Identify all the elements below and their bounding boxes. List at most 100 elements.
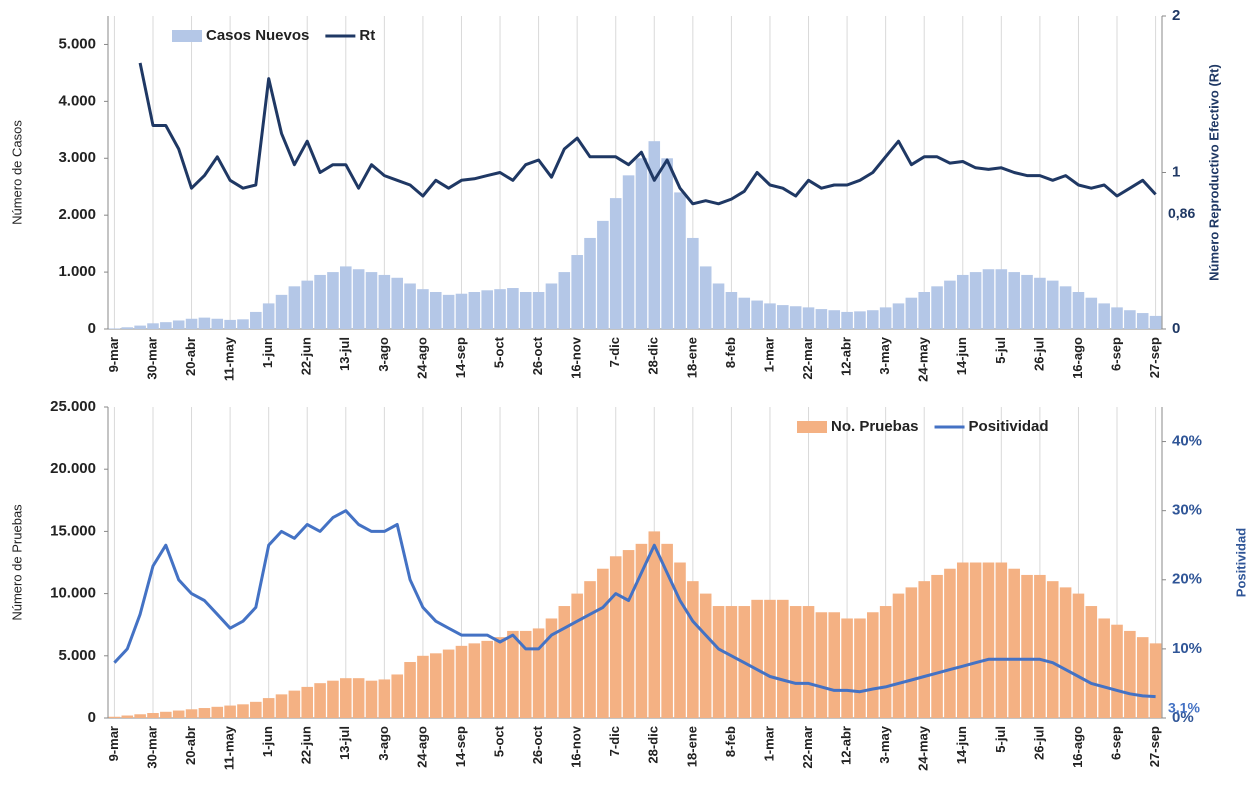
bar: [1149, 315, 1162, 329]
bar: [1072, 292, 1085, 329]
x-tick-label: 16-ago: [1070, 726, 1085, 768]
bar: [301, 280, 314, 329]
bar: [905, 587, 918, 718]
bar: [751, 300, 763, 329]
bar: [1085, 606, 1098, 718]
bar: [237, 704, 249, 718]
bar: [609, 556, 622, 718]
x-tick-label: 18-ene: [684, 337, 699, 378]
bar: [648, 531, 661, 718]
x-tick-label: 14-sep: [453, 726, 468, 767]
x-tick-label: 28-dic: [646, 726, 661, 764]
bar: [378, 679, 391, 718]
bar: [532, 628, 545, 718]
x-tick-label: 26-oct: [530, 336, 545, 375]
bar: [108, 716, 121, 718]
bar: [172, 320, 185, 329]
bar: [854, 618, 866, 718]
bar: [828, 612, 841, 718]
x-tick-label: 30-mar: [144, 726, 159, 769]
bar: [442, 649, 455, 718]
bar: [571, 593, 583, 718]
bar: [956, 274, 969, 329]
y2-axis-title: Positividad: [1233, 528, 1248, 597]
x-tick-label: 14-jun: [954, 726, 969, 764]
bar: [918, 581, 930, 718]
bar: [777, 599, 789, 718]
x-tick-label: 6-sep: [1108, 337, 1123, 371]
x-tick-label: 6-sep: [1108, 726, 1123, 760]
x-tick-label: 13-jul: [337, 726, 352, 760]
x-tick-label: 24-may: [916, 725, 931, 771]
x-tick-label: 22-mar: [800, 726, 815, 769]
bar: [211, 706, 224, 718]
x-tick-label: 26-jul: [1031, 726, 1046, 760]
bar: [134, 325, 146, 329]
bar: [301, 686, 314, 718]
bar: [1059, 286, 1072, 329]
bar: [288, 286, 301, 329]
bar: [931, 286, 943, 329]
line: [113, 509, 1156, 699]
y-tick-label: 5.000: [58, 35, 96, 52]
bar: [661, 543, 673, 718]
bar: [507, 630, 519, 718]
bar: [789, 606, 802, 718]
bar: [327, 680, 339, 718]
x-tick-label: 13-jul: [337, 337, 352, 371]
bar: [867, 310, 879, 329]
bar: [995, 562, 1008, 718]
x-tick-label: 18-ene: [684, 726, 699, 767]
x-tick-label: 1-mar: [761, 337, 776, 372]
bar: [352, 269, 365, 329]
bar: [725, 606, 738, 718]
y-tick-label: 0: [88, 709, 96, 726]
bar: [764, 599, 776, 718]
bar: [622, 175, 635, 329]
y2-tick-label: 0: [1172, 320, 1180, 337]
bar: [442, 294, 455, 329]
data-label: 0,86: [1168, 205, 1195, 221]
bar: [417, 655, 429, 718]
bar: [147, 713, 159, 718]
bar: [699, 266, 712, 329]
bar: [1021, 574, 1033, 718]
bar: [738, 297, 751, 329]
bar: [699, 593, 712, 718]
bar: [262, 303, 275, 329]
x-tick-label: 24-ago: [414, 337, 429, 379]
bar: [429, 292, 442, 329]
bar: [262, 698, 275, 718]
x-tick-label: 24-ago: [414, 726, 429, 768]
bar: [160, 711, 172, 718]
x-tick-label: 16-nov: [569, 336, 584, 379]
bar: [931, 574, 943, 718]
bar: [365, 680, 378, 718]
x-tick-label: 27-sep: [1147, 337, 1162, 378]
bar: [147, 323, 159, 329]
bar: [777, 305, 789, 329]
bar: [944, 280, 956, 329]
y-axis-title: Número de Casos: [9, 120, 24, 225]
bar: [198, 708, 211, 718]
bar: [378, 274, 391, 329]
y2-tick-label: 0%: [1172, 709, 1194, 726]
bar: [250, 701, 262, 718]
bar: [905, 297, 918, 329]
bar: [314, 683, 326, 718]
bar: [1008, 568, 1020, 718]
bar: [802, 606, 815, 718]
y-tick-label: 20.000: [50, 460, 96, 477]
bar: [391, 277, 403, 329]
bar: [584, 581, 596, 718]
bar: [982, 269, 995, 329]
y-tick-label: 2.000: [58, 206, 96, 223]
x-tick-label: 3-ago: [376, 726, 391, 761]
bar: [635, 543, 648, 718]
x-tick-label: 20-abr: [183, 726, 198, 765]
bar: [121, 715, 134, 718]
bar: [494, 637, 506, 718]
y-tick-label: 0: [88, 320, 96, 337]
x-tick-label: 9-mar: [106, 726, 121, 761]
